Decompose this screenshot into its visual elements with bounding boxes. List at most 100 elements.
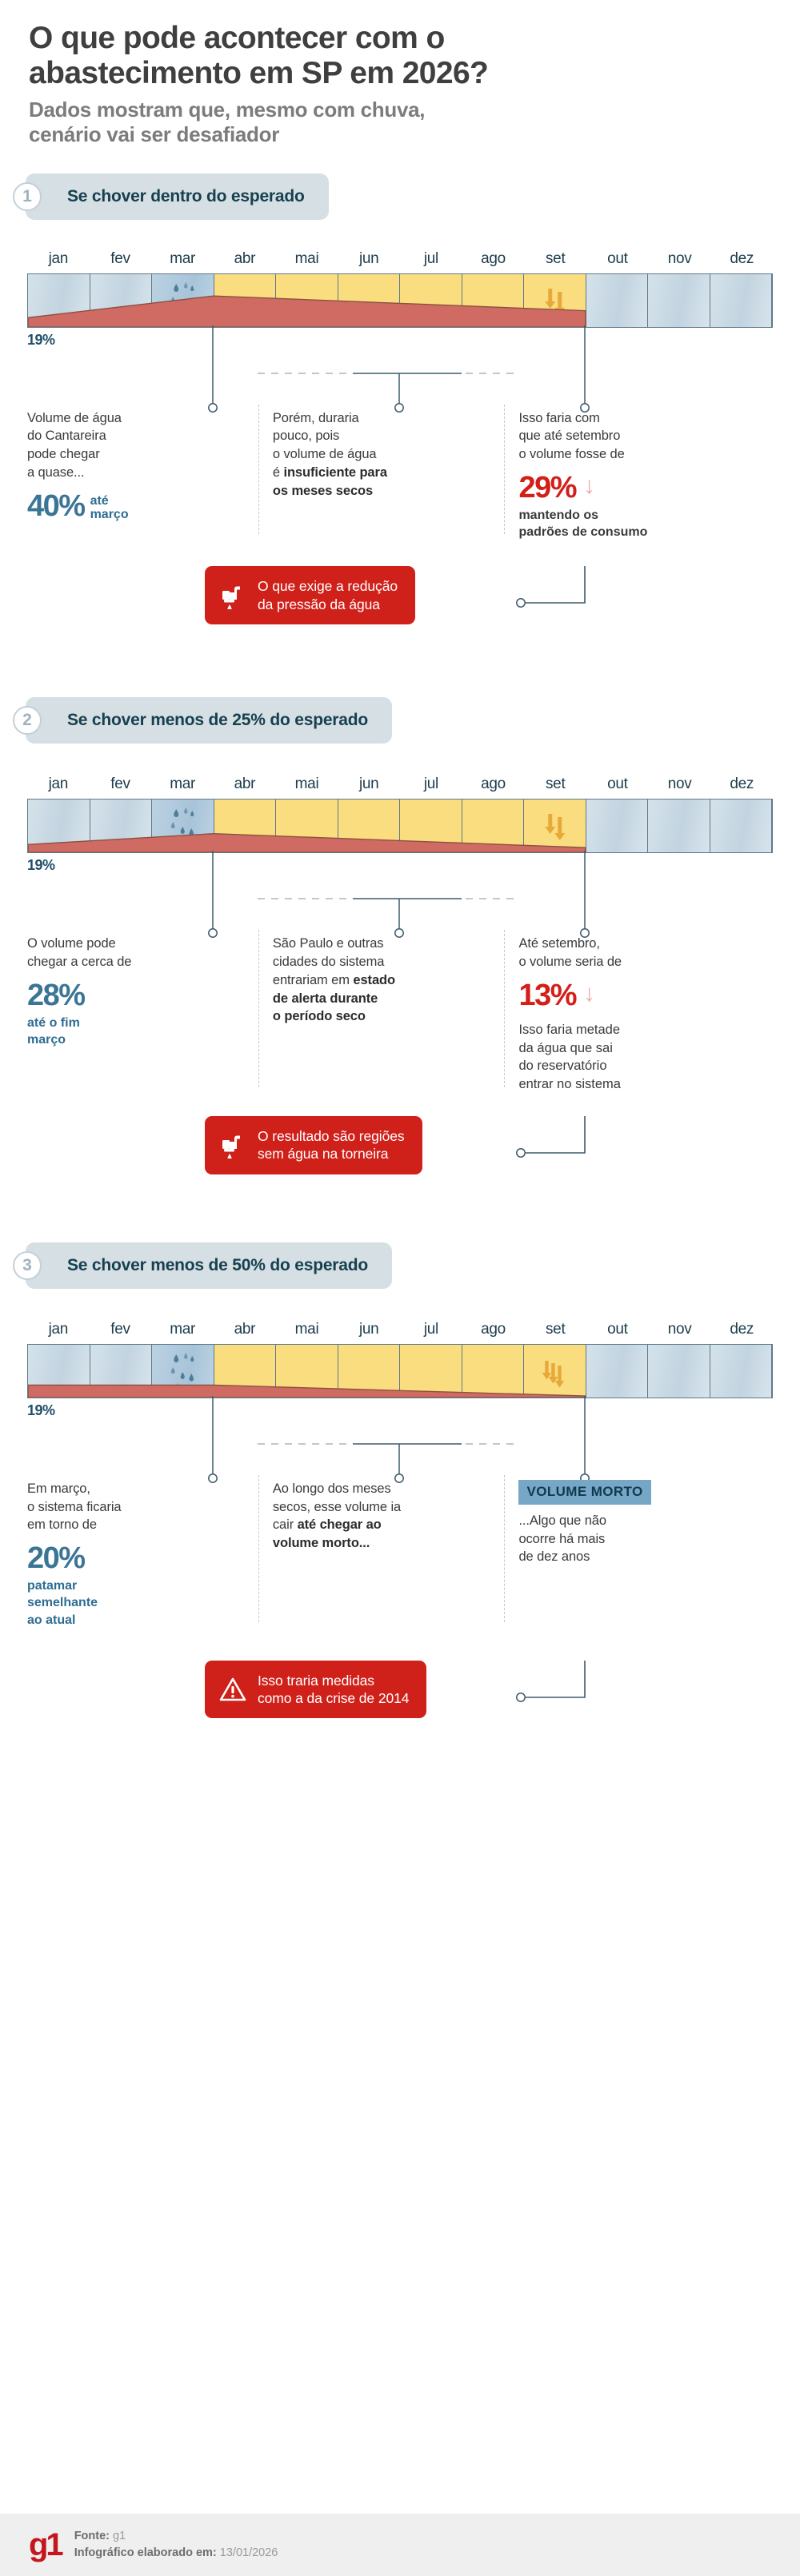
month-label: mai bbox=[294, 776, 319, 793]
month-label: set bbox=[545, 1320, 566, 1338]
section-3-col-1-stat: 20% bbox=[27, 1543, 244, 1573]
section-3-callout-box[interactable]: Isso traria medidas como a da crise de 2… bbox=[205, 1660, 427, 1719]
month-cell-abr bbox=[214, 800, 276, 853]
section-3-baseline-label: 19% bbox=[27, 1402, 55, 1418]
month-cell-mar bbox=[152, 273, 214, 327]
page-title: O que pode acontecer com o abastecimento… bbox=[29, 21, 771, 90]
section-2-callout-box[interactable]: O resultado são regiões sem água na torn… bbox=[205, 1115, 422, 1174]
month-cell-jul bbox=[400, 273, 462, 327]
page-subtitle-line-1: Dados mostram que, mesmo com chuva, bbox=[29, 98, 426, 122]
section-3-chart: jan fev mar abr mai jun jul ago set out … bbox=[27, 1321, 773, 1483]
section-1-callout-connector bbox=[516, 566, 586, 608]
section-2-col-2: São Paulo e outras cidades do sistema entr… bbox=[258, 930, 505, 1094]
month-cell-jan bbox=[28, 273, 90, 327]
g1-logo: g1 bbox=[29, 2527, 64, 2562]
month-label: mai bbox=[294, 1320, 319, 1338]
month-label: fev bbox=[110, 249, 130, 267]
month-label: jul bbox=[423, 1320, 438, 1338]
section-1-callout-text: O que exige a redução da pressão da água bbox=[258, 577, 398, 613]
section-1-col-3-stat: 29% ↓ bbox=[518, 473, 758, 503]
section-2-callout-text: O resultado são regiões sem água na torn… bbox=[258, 1127, 405, 1163]
month-cell-jun bbox=[338, 1344, 400, 1398]
month-cell-jan bbox=[28, 1344, 90, 1398]
month-label: jan bbox=[48, 249, 69, 267]
page-footer: g1 Fonte: g1 Infográfico elaborado em: 1… bbox=[0, 2514, 800, 2576]
section-3-number-badge: 3 bbox=[13, 1250, 42, 1280]
section-3-col-1: Em março, o sistema ficaria em torno de 20… bbox=[27, 1480, 258, 1629]
volume-morto-tag: VOLUME MORTO bbox=[518, 1479, 651, 1505]
month-cell-jun bbox=[338, 273, 400, 327]
month-label: nov bbox=[667, 1320, 692, 1338]
section-3-header: 3 Se chover menos de 50% do esperado bbox=[13, 1242, 393, 1289]
month-cell-mar bbox=[152, 800, 214, 853]
month-label: ago bbox=[481, 249, 506, 267]
section-1-col-3-sub: mantendo os padrões de consumo bbox=[518, 508, 648, 540]
scenario-section-3: 3 Se chover menos de 50% do esperado jan… bbox=[0, 1242, 800, 1734]
section-1-number-badge: 1 bbox=[13, 181, 42, 211]
page-subtitle-line-2: cenário vai ser desafiador bbox=[29, 122, 280, 146]
section-2-col-1-stat: 28% bbox=[27, 978, 244, 1012]
month-label: jul bbox=[423, 249, 438, 267]
section-1-columns: Volume de água do Cantareira pode chegar a … bbox=[27, 404, 773, 541]
month-cell-out bbox=[586, 1344, 648, 1398]
month-label: jun bbox=[358, 249, 379, 267]
section-1-col-1-side: até março bbox=[90, 494, 129, 522]
month-label: out bbox=[607, 249, 628, 267]
section-2-col-1-value: 28% bbox=[27, 978, 86, 1012]
month-cell-mar bbox=[152, 1344, 214, 1398]
section-1-pill: Se chover dentro do esperado bbox=[26, 173, 329, 220]
scenario-section-1: 1 Se chover dentro do esperado jan fev m… bbox=[0, 173, 800, 640]
section-1-col-1: Volume de água do Cantareira pode chegar a … bbox=[27, 409, 258, 541]
month-label: jan bbox=[48, 776, 69, 793]
section-3-month-axis: jan fev mar abr mai jun jul ago set out … bbox=[27, 1321, 773, 1338]
month-cell-ago bbox=[462, 273, 524, 327]
month-label: out bbox=[607, 1320, 628, 1338]
section-3-col-3: VOLUME MORTO ...Algo que não ocorre há ma… bbox=[504, 1474, 773, 1629]
faucet-icon bbox=[219, 582, 246, 609]
section-1-callout-row: O que exige a redução da pressão da água bbox=[27, 566, 773, 640]
footer-source-label: Fonte: bbox=[74, 2529, 110, 2542]
month-cell-out bbox=[586, 800, 648, 853]
section-3-col-2: Ao longo dos meses secos, esse volume ia c… bbox=[258, 1474, 505, 1629]
rain-drops-icon bbox=[170, 807, 194, 844]
scenario-section-2: 2 Se chover menos de 25% do esperado jan… bbox=[0, 697, 800, 1190]
month-cell-mai bbox=[276, 1344, 338, 1398]
month-label: jun bbox=[358, 776, 379, 793]
down-arrow-icon bbox=[545, 288, 566, 315]
month-cell-abr bbox=[214, 1344, 276, 1398]
side-line-2: março bbox=[90, 508, 129, 522]
section-2-col-3: Até setembro, o volume seria de 13% ↓ Iss… bbox=[504, 930, 773, 1094]
month-cell-mai bbox=[276, 273, 338, 327]
month-label: jun bbox=[358, 1320, 379, 1338]
month-cell-jul bbox=[400, 1344, 462, 1398]
month-cell-abr bbox=[214, 273, 276, 327]
callout-line-1: O que exige a redução bbox=[258, 578, 398, 595]
rain-drops-icon bbox=[170, 281, 194, 318]
month-cell-fev bbox=[90, 1344, 152, 1398]
month-cell-ago bbox=[462, 1344, 524, 1398]
callout-line-2: sem água na torneira bbox=[258, 1146, 389, 1162]
section-1-title: Se chover dentro do esperado bbox=[67, 186, 305, 205]
month-cell-set bbox=[524, 1344, 586, 1398]
section-1-col-1-value: 40% bbox=[27, 488, 86, 523]
section-3-col-1-sub: patamar semelhante ao atual bbox=[27, 1579, 98, 1627]
month-label: out bbox=[607, 776, 628, 793]
month-label: mai bbox=[294, 249, 319, 267]
month-cell-nov bbox=[648, 800, 710, 853]
section-2-col-2-text: São Paulo e outras cidades do sistema entr… bbox=[272, 936, 395, 1024]
month-label: jan bbox=[48, 1320, 69, 1338]
month-label: ago bbox=[481, 1320, 506, 1338]
month-label: abr bbox=[234, 776, 256, 793]
month-label: set bbox=[545, 249, 566, 267]
page-header: O que pode acontecer com o abastecimento… bbox=[0, 0, 800, 146]
footer-source-value: g1 bbox=[113, 2529, 126, 2542]
section-2-columns: O volume pode chegar a cerca de 28% até o… bbox=[27, 930, 773, 1094]
section-2-number-badge: 2 bbox=[13, 706, 42, 736]
month-label: dez bbox=[730, 249, 754, 267]
month-label: fev bbox=[110, 1320, 130, 1338]
section-1-callout-box[interactable]: O que exige a redução da pressão da água bbox=[205, 566, 415, 625]
callout-line-1: O resultado são regiões bbox=[258, 1127, 405, 1144]
month-label: abr bbox=[234, 1320, 256, 1338]
month-cell-out bbox=[586, 273, 648, 327]
callout-line-2: como a da crise de 2014 bbox=[258, 1690, 410, 1707]
